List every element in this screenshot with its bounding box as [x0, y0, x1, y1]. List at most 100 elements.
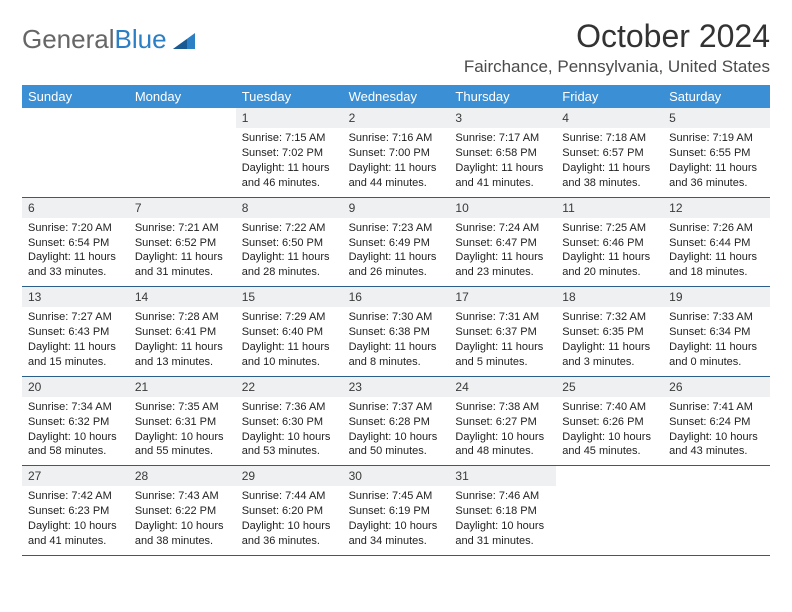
day-number: 18: [556, 287, 663, 307]
day-cell: 28Sunrise: 7:43 AMSunset: 6:22 PMDayligh…: [129, 466, 236, 555]
sunset-line: Sunset: 6:28 PM: [349, 415, 444, 430]
day-number: 8: [236, 198, 343, 218]
day-number: 6: [22, 198, 129, 218]
day-number: 31: [449, 466, 556, 486]
day-number: 12: [663, 198, 770, 218]
sunset-line: Sunset: 6:44 PM: [669, 236, 764, 251]
day-number: 21: [129, 377, 236, 397]
daylight-line: Daylight: 11 hours and 31 minutes.: [135, 250, 230, 280]
day-number: 20: [22, 377, 129, 397]
sunset-line: Sunset: 6:24 PM: [669, 415, 764, 430]
day-cell: 20Sunrise: 7:34 AMSunset: 6:32 PMDayligh…: [22, 377, 129, 466]
sunset-line: Sunset: 6:30 PM: [242, 415, 337, 430]
sunset-line: Sunset: 6:41 PM: [135, 325, 230, 340]
sunrise-line: Sunrise: 7:33 AM: [669, 310, 764, 325]
day-cell: 15Sunrise: 7:29 AMSunset: 6:40 PMDayligh…: [236, 287, 343, 376]
sunset-line: Sunset: 6:38 PM: [349, 325, 444, 340]
sunrise-line: Sunrise: 7:20 AM: [28, 221, 123, 236]
day-number: 4: [556, 108, 663, 128]
calendar: SundayMondayTuesdayWednesdayThursdayFrid…: [22, 85, 770, 556]
sunset-line: Sunset: 6:35 PM: [562, 325, 657, 340]
day-content: Sunrise: 7:16 AMSunset: 7:00 PMDaylight:…: [343, 128, 450, 196]
sunrise-line: Sunrise: 7:22 AM: [242, 221, 337, 236]
day-cell: 11Sunrise: 7:25 AMSunset: 6:46 PMDayligh…: [556, 198, 663, 287]
day-cell: 14Sunrise: 7:28 AMSunset: 6:41 PMDayligh…: [129, 287, 236, 376]
weekday-header: Friday: [556, 85, 663, 108]
daylight-line: Daylight: 10 hours and 50 minutes.: [349, 430, 444, 460]
day-cell: 13Sunrise: 7:27 AMSunset: 6:43 PMDayligh…: [22, 287, 129, 376]
day-number: 3: [449, 108, 556, 128]
sunset-line: Sunset: 6:52 PM: [135, 236, 230, 251]
day-number: 9: [343, 198, 450, 218]
day-number: 19: [663, 287, 770, 307]
day-number: 28: [129, 466, 236, 486]
sunset-line: Sunset: 6:43 PM: [28, 325, 123, 340]
sunset-line: Sunset: 6:27 PM: [455, 415, 550, 430]
day-cell: 7 Sunrise: 7:21 AMSunset: 6:52 PMDaylight…: [129, 198, 236, 287]
daylight-line: Daylight: 11 hours and 18 minutes.: [669, 250, 764, 280]
day-content: Sunrise: 7:19 AMSunset: 6:55 PMDaylight:…: [663, 128, 770, 196]
day-cell: 27Sunrise: 7:42 AMSunset: 6:23 PMDayligh…: [22, 466, 129, 555]
daylight-line: Daylight: 10 hours and 36 minutes.: [242, 519, 337, 549]
day-content: Sunrise: 7:40 AMSunset: 6:26 PMDaylight:…: [556, 397, 663, 465]
sunrise-line: Sunrise: 7:31 AM: [455, 310, 550, 325]
sunset-line: Sunset: 6:47 PM: [455, 236, 550, 251]
day-content: Sunrise: 7:33 AMSunset: 6:34 PMDaylight:…: [663, 307, 770, 375]
day-number: 7: [129, 198, 236, 218]
day-number: 30: [343, 466, 450, 486]
daylight-line: Daylight: 10 hours and 53 minutes.: [242, 430, 337, 460]
brand-logo: GeneralBlue: [22, 18, 197, 55]
daylight-line: Daylight: 10 hours and 45 minutes.: [562, 430, 657, 460]
sunset-line: Sunset: 6:18 PM: [455, 504, 550, 519]
sunrise-line: Sunrise: 7:24 AM: [455, 221, 550, 236]
day-cell: [556, 466, 663, 555]
sunset-line: Sunset: 6:49 PM: [349, 236, 444, 251]
day-content: Sunrise: 7:44 AMSunset: 6:20 PMDaylight:…: [236, 486, 343, 554]
day-content: Sunrise: 7:37 AMSunset: 6:28 PMDaylight:…: [343, 397, 450, 465]
day-cell: 12Sunrise: 7:26 AMSunset: 6:44 PMDayligh…: [663, 198, 770, 287]
day-number: 13: [22, 287, 129, 307]
sunrise-line: Sunrise: 7:21 AM: [135, 221, 230, 236]
day-cell: 23Sunrise: 7:37 AMSunset: 6:28 PMDayligh…: [343, 377, 450, 466]
day-cell: 17Sunrise: 7:31 AMSunset: 6:37 PMDayligh…: [449, 287, 556, 376]
day-content: Sunrise: 7:28 AMSunset: 6:41 PMDaylight:…: [129, 307, 236, 375]
sunset-line: Sunset: 6:20 PM: [242, 504, 337, 519]
sunrise-line: Sunrise: 7:16 AM: [349, 131, 444, 146]
day-content: Sunrise: 7:30 AMSunset: 6:38 PMDaylight:…: [343, 307, 450, 375]
day-number: 5: [663, 108, 770, 128]
daylight-line: Daylight: 11 hours and 15 minutes.: [28, 340, 123, 370]
month-title: October 2024: [464, 18, 770, 55]
day-cell: [22, 108, 129, 197]
sunrise-line: Sunrise: 7:15 AM: [242, 131, 337, 146]
day-content: Sunrise: 7:27 AMSunset: 6:43 PMDaylight:…: [22, 307, 129, 375]
daylight-line: Daylight: 11 hours and 3 minutes.: [562, 340, 657, 370]
sunrise-line: Sunrise: 7:32 AM: [562, 310, 657, 325]
day-cell: 2Sunrise: 7:16 AMSunset: 7:00 PMDaylight…: [343, 108, 450, 197]
sunrise-line: Sunrise: 7:27 AM: [28, 310, 123, 325]
week-row: 6Sunrise: 7:20 AMSunset: 6:54 PMDaylight…: [22, 198, 770, 288]
daylight-line: Daylight: 11 hours and 41 minutes.: [455, 161, 550, 191]
day-cell: 19Sunrise: 7:33 AMSunset: 6:34 PMDayligh…: [663, 287, 770, 376]
day-content: Sunrise: 7:15 AMSunset: 7:02 PMDaylight:…: [236, 128, 343, 196]
sunrise-line: Sunrise: 7:18 AM: [562, 131, 657, 146]
page-header: GeneralBlue October 2024 Fairchance, Pen…: [22, 18, 770, 77]
day-number: 29: [236, 466, 343, 486]
sunset-line: Sunset: 6:26 PM: [562, 415, 657, 430]
daylight-line: Daylight: 11 hours and 28 minutes.: [242, 250, 337, 280]
day-number: 22: [236, 377, 343, 397]
weekday-header: Thursday: [449, 85, 556, 108]
day-cell: 10Sunrise: 7:24 AMSunset: 6:47 PMDayligh…: [449, 198, 556, 287]
sunrise-line: Sunrise: 7:41 AM: [669, 400, 764, 415]
daylight-line: Daylight: 11 hours and 8 minutes.: [349, 340, 444, 370]
day-cell: 16Sunrise: 7:30 AMSunset: 6:38 PMDayligh…: [343, 287, 450, 376]
daylight-line: Daylight: 11 hours and 23 minutes.: [455, 250, 550, 280]
daylight-line: Daylight: 11 hours and 44 minutes.: [349, 161, 444, 191]
day-content: Sunrise: 7:18 AMSunset: 6:57 PMDaylight:…: [556, 128, 663, 196]
daylight-line: Daylight: 11 hours and 20 minutes.: [562, 250, 657, 280]
daylight-line: Daylight: 11 hours and 0 minutes.: [669, 340, 764, 370]
day-content: Sunrise: 7:38 AMSunset: 6:27 PMDaylight:…: [449, 397, 556, 465]
sail-icon: [171, 29, 197, 51]
day-content: Sunrise: 7:35 AMSunset: 6:31 PMDaylight:…: [129, 397, 236, 465]
day-content: Sunrise: 7:29 AMSunset: 6:40 PMDaylight:…: [236, 307, 343, 375]
sunrise-line: Sunrise: 7:40 AM: [562, 400, 657, 415]
